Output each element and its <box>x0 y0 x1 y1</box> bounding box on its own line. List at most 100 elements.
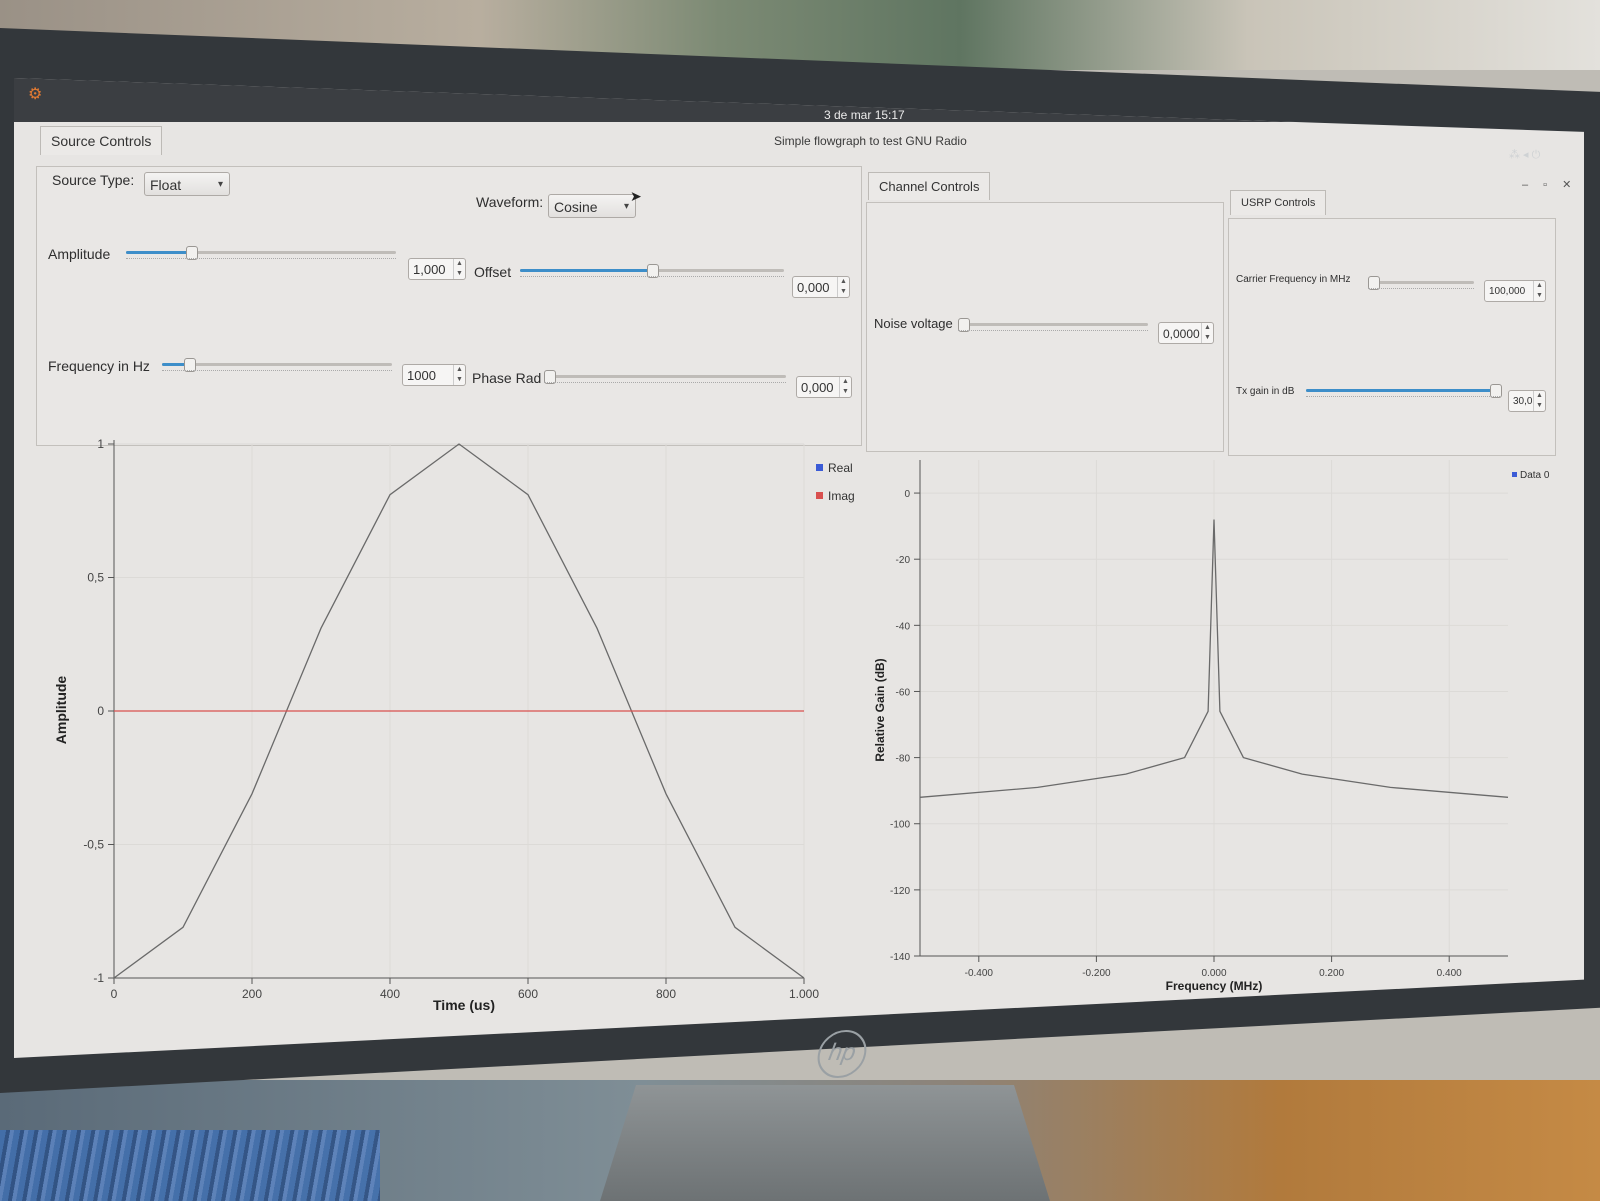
time-plot-ylabel: Amplitude <box>53 676 69 745</box>
offset-slider[interactable] <box>520 264 784 278</box>
carrier-frequency-label: Carrier Frequency in MHz <box>1236 274 1351 285</box>
usrp-controls-panel <box>1228 218 1556 456</box>
spin-arrows-icon[interactable]: ▲ ▼ <box>453 365 465 385</box>
waveform-label: Waveform: <box>476 194 544 210</box>
freq-plot-y-ticks: 0 -20 -40 -60 -80 -100 -120 -140 <box>890 489 920 963</box>
source-type-select[interactable]: Float ▾ <box>144 172 230 196</box>
amplitude-spinbox[interactable]: 1,000 ▲ ▼ <box>408 258 466 280</box>
network-cables <box>0 1130 380 1201</box>
legend-data0-label: Data 0 <box>1520 470 1550 481</box>
y-tick-label: -0,5 <box>83 838 104 852</box>
y-tick-label: -1 <box>93 971 104 985</box>
spin-arrows-icon[interactable]: ▲ ▼ <box>837 277 849 297</box>
x-tick-label: 0.200 <box>1319 968 1344 979</box>
phase-label: Phase Rad <box>472 370 542 386</box>
series-line-data-0 <box>919 519 1509 798</box>
freq-plot-x-ticks: -0.400 -0.200 0.000 0.200 0.400 <box>965 956 1462 979</box>
noise-voltage-label: Noise voltage <box>874 316 953 331</box>
x-tick-label: -0.200 <box>1082 968 1111 979</box>
y-tick-label: -120 <box>890 886 910 897</box>
time-plot-lines <box>113 443 805 979</box>
y-tick-label: 0 <box>904 489 910 500</box>
phase-spinbox[interactable]: 0,000 ▲ ▼ <box>796 376 852 398</box>
time-plot-x-ticks: 0 200 400 600 800 1.000 <box>111 978 819 1001</box>
tx-gain-slider[interactable] <box>1306 384 1502 398</box>
legend-real-label: Real <box>828 461 853 475</box>
mouse-cursor-icon: ➤ <box>630 188 642 204</box>
time-plot-y-ticks: 1 0,5 0 -0,5 -1 <box>83 437 114 985</box>
legend-imag-label: Imag <box>828 489 855 503</box>
system-tray-icons[interactable]: ⁂ ◂ ⏻ <box>1509 149 1541 161</box>
chevron-down-icon: ▾ <box>217 179 223 190</box>
y-tick-label: -40 <box>896 621 911 632</box>
y-tick-label: 1 <box>97 437 104 451</box>
y-tick-label: 0,5 <box>87 571 104 585</box>
x-tick-label: 800 <box>656 987 676 1001</box>
spin-arrows-icon[interactable]: ▲ ▼ <box>1201 323 1213 343</box>
x-tick-label: -0.400 <box>965 968 994 979</box>
frequency-label: Frequency in Hz <box>48 358 150 374</box>
time-plot-xlabel: Time (us) <box>433 997 495 1013</box>
amplitude-slider[interactable] <box>126 246 396 260</box>
frequency-slider[interactable] <box>162 358 392 372</box>
source-type-label: Source Type: <box>52 172 135 188</box>
spin-arrows-icon[interactable]: ▲ ▼ <box>453 259 465 279</box>
frequency-spinbox[interactable]: 1000 ▲ ▼ <box>402 364 466 386</box>
window-title: Simple flowgraph to test GNU Radio <box>774 134 967 148</box>
noise-voltage-slider[interactable] <box>958 318 1148 332</box>
spin-arrows-icon[interactable]: ▲ ▼ <box>1533 281 1545 301</box>
freq-plot-ylabel: Relative Gain (dB) <box>874 658 887 761</box>
frequency-domain-plot[interactable]: 0 -20 -40 -60 -80 -100 -120 -140 -0.400 -0.200 0.… <box>874 450 1564 1020</box>
freq-plot-lines <box>919 519 1509 798</box>
carrier-frequency-spinbox[interactable]: 100,000 ▲ ▼ <box>1484 280 1546 302</box>
y-tick-label: -60 <box>896 687 911 698</box>
freq-plot-grid <box>920 460 1508 957</box>
waveform-select[interactable]: Cosine ▾ <box>548 194 636 218</box>
phase-value: 0,000 <box>801 380 834 395</box>
y-tick-label: -100 <box>890 820 910 831</box>
freq-plot-xlabel: Frequency (MHz) <box>1166 979 1263 993</box>
amplitude-label: Amplitude <box>48 246 111 262</box>
y-tick-label: 0 <box>97 704 104 718</box>
x-tick-label: 0.400 <box>1437 968 1462 979</box>
window-buttons[interactable]: ‒ ▫ ✕ <box>1522 179 1578 191</box>
x-tick-label: 600 <box>518 987 538 1001</box>
legend-data0-swatch <box>1512 472 1517 477</box>
chevron-down-icon: ▾ <box>623 201 629 212</box>
amplitude-value: 1,000 <box>413 262 446 277</box>
source-type-value: Float <box>150 177 182 193</box>
activities-gear-icon[interactable]: ⚙ <box>28 86 43 103</box>
carrier-frequency-slider[interactable] <box>1368 276 1474 290</box>
legend-imag-swatch <box>816 492 823 499</box>
noise-voltage-value: 0,0000 <box>1163 327 1200 341</box>
waveform-value: Cosine <box>554 199 598 215</box>
monitor-stand <box>600 1085 1050 1201</box>
source-controls-panel <box>36 166 862 446</box>
series-line-real <box>113 443 805 979</box>
offset-spinbox[interactable]: 0,000 ▲ ▼ <box>792 276 850 298</box>
spin-arrows-icon[interactable]: ▲ ▼ <box>839 377 851 397</box>
phase-slider[interactable] <box>544 370 786 384</box>
y-tick-label: -20 <box>896 555 911 566</box>
x-tick-label: 0 <box>111 987 118 1001</box>
noise-voltage-spinbox[interactable]: 0,0000 ▲ ▼ <box>1158 322 1214 344</box>
tx-gain-spinbox[interactable]: 30,0 ▲ ▼ <box>1508 390 1546 412</box>
spin-arrows-icon[interactable]: ▲ ▼ <box>1533 391 1545 411</box>
time-domain-plot[interactable]: 1 0,5 0 -0,5 -1 0 200 400 600 800 1.000 Amplitude… <box>34 430 874 1020</box>
tab-source-controls[interactable]: Source Controls <box>40 126 163 155</box>
y-tick-label: -80 <box>896 754 911 765</box>
y-tick-label: -140 <box>890 952 910 963</box>
tab-channel-controls[interactable]: Channel Controls <box>868 172 991 200</box>
offset-value: 0,000 <box>797 280 830 295</box>
x-tick-label: 1.000 <box>789 987 819 1001</box>
tab-usrp-controls[interactable]: USRP Controls <box>1230 190 1327 215</box>
carrier-frequency-value: 100,000 <box>1489 286 1526 297</box>
monitor-screen: ⚙ 3 de mar 15:17 ⁂ ◂ ⏻ Simple flowgraph … <box>14 78 1584 1058</box>
x-tick-label: 0.000 <box>1201 968 1226 979</box>
x-tick-label: 200 <box>242 987 262 1001</box>
top-bar-clock[interactable]: 3 de mar 15:17 <box>824 108 905 122</box>
legend-real-swatch <box>816 464 823 471</box>
offset-label: Offset <box>474 264 512 280</box>
tx-gain-label: Tx gain in dB <box>1236 386 1295 397</box>
tx-gain-value: 30,0 <box>1513 396 1533 407</box>
